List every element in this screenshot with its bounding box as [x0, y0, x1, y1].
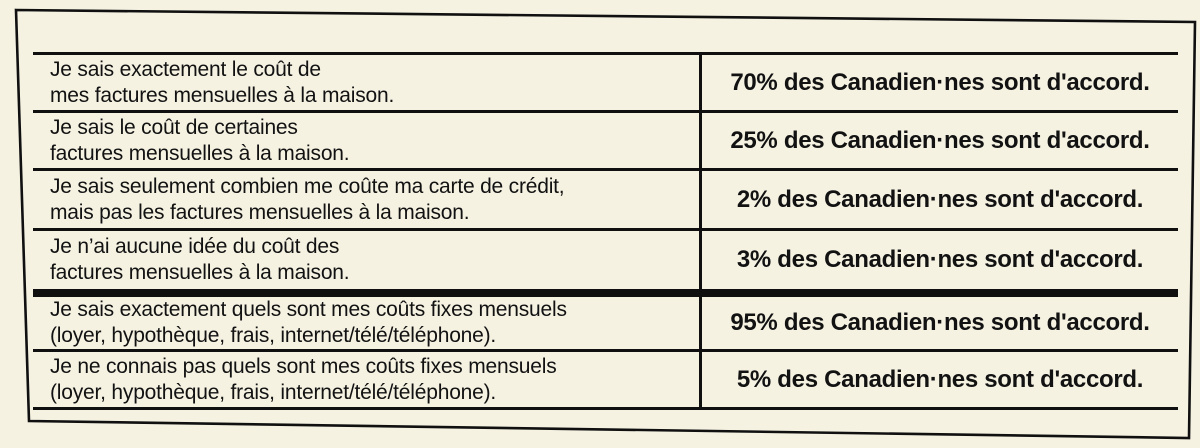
result-text: 5% des Canadien·nes sont d'accord. [736, 365, 1144, 393]
result-cell: 3% des Canadien·nes sont d'accord. [702, 231, 1178, 289]
result-text: 70% des Canadien·nes sont d'accord. [730, 68, 1150, 96]
statement-line: mais pas les factures mensuelles à la ma… [50, 200, 470, 224]
column-divider [699, 352, 702, 407]
table-row: Je sais exactement le coût de mes factur… [33, 55, 1178, 113]
statement-line: Je n’ai aucune idée du coût des [50, 235, 340, 258]
table-row: Je sais exactement quels sont mes coûts … [33, 297, 1178, 352]
result-cell: 2% des Canadien·nes sont d'accord. [702, 171, 1178, 228]
result-cell: 25% des Canadien·nes sont d'accord. [702, 113, 1178, 168]
statement-cell: Je sais le coût de certaines factures me… [33, 113, 699, 168]
statement-cell: Je ne connais pas quels sont mes coûts f… [33, 352, 699, 407]
result-cell: 95% des Canadien·nes sont d'accord. [702, 297, 1178, 349]
statement-line: (loyer, hypothèque, frais, internet/télé… [50, 380, 497, 404]
result-text: 25% des Canadien·nes sont d'accord. [730, 126, 1150, 154]
column-divider [699, 113, 702, 168]
statement-cell: Je sais exactement le coût de mes factur… [33, 55, 699, 110]
statement-line: (loyer, hypothèque, frais, internet/télé… [50, 324, 497, 347]
statement-line: factures mensuelles à la maison. [50, 141, 350, 165]
column-divider [699, 231, 702, 289]
table-row: Je n’ai aucune idée du coût des factures… [33, 231, 1178, 297]
survey-table: Je sais exactement le coût de mes factur… [33, 52, 1178, 410]
statement-line: factures mensuelles à la maison. [50, 261, 350, 284]
table-row: Je ne connais pas quels sont mes coûts f… [33, 352, 1178, 410]
statement-line: Je sais seulement combien me coûte ma ca… [50, 174, 565, 198]
result-cell: 5% des Canadien·nes sont d'accord. [702, 352, 1178, 407]
statement-line: Je ne connais pas quels sont mes coûts f… [50, 354, 557, 378]
statement-line: Je sais exactement le coût de [50, 57, 321, 81]
statement-line: Je sais exactement quels sont mes coûts … [50, 298, 567, 321]
table-row: Je sais le coût de certaines factures me… [33, 113, 1178, 171]
column-divider [699, 55, 702, 110]
table-row: Je sais seulement combien me coûte ma ca… [33, 171, 1178, 231]
statement-line: Je sais le coût de certaines [50, 115, 298, 139]
result-cell: 70% des Canadien·nes sont d'accord. [702, 55, 1178, 110]
result-text: 95% des Canadien·nes sont d'accord. [730, 309, 1150, 336]
result-text: 2% des Canadien·nes sont d'accord. [736, 185, 1144, 213]
column-divider [699, 297, 702, 349]
statement-cell: Je sais seulement combien me coûte ma ca… [33, 171, 699, 228]
statement-cell: Je sais exactement quels sont mes coûts … [33, 297, 699, 349]
statement-cell: Je n’ai aucune idée du coût des factures… [33, 231, 699, 289]
result-text: 3% des Canadien·nes sont d'accord. [736, 246, 1144, 273]
column-divider [699, 171, 702, 228]
statement-line: mes factures mensuelles à la maison. [50, 83, 395, 107]
